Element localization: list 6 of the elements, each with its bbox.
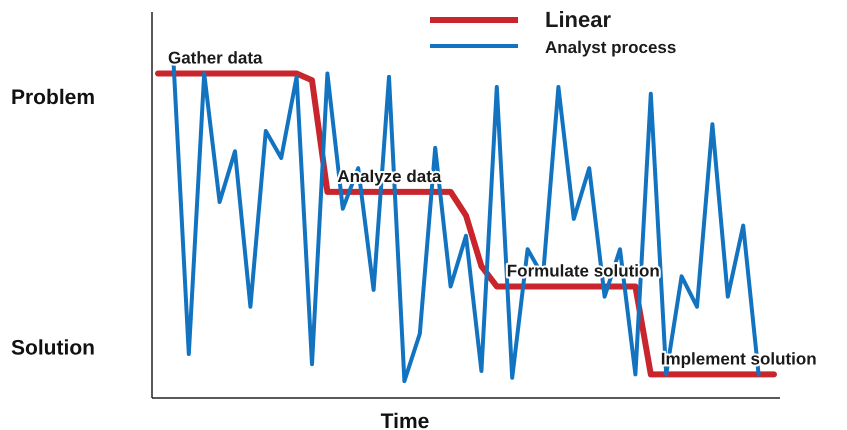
- x-axis-title: Time: [380, 410, 430, 430]
- text: Problem: [11, 86, 96, 110]
- text: Solution: [11, 336, 95, 360]
- annotation: Gather data: [168, 48, 264, 68]
- series-label: Analyst process: [545, 38, 676, 57]
- legend-label: Linear: [545, 7, 612, 32]
